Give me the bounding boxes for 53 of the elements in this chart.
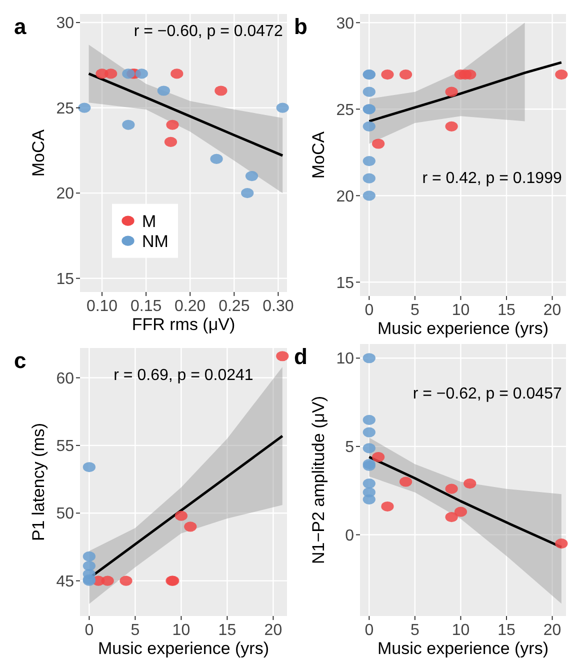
chart-title: b (294, 14, 308, 39)
annotation: r = 0.42, p = 0.1999 (422, 170, 562, 188)
y-tick-label: 5 (345, 439, 354, 456)
x-axis-title: Music experience (yrs) (378, 319, 548, 338)
x-tick-label: 20 (264, 622, 282, 639)
x-tick-label: 5 (410, 302, 420, 319)
annotation: r = 0.69, p = 0.0241 (114, 367, 254, 384)
y-tick-label: 25 (56, 100, 74, 118)
x-tick-label: 0 (84, 622, 94, 639)
y-tick-label: 30 (336, 15, 354, 32)
y-tick-label: 50 (56, 506, 74, 523)
x-tick-label: 15 (218, 622, 236, 639)
x-tick-label: 15 (498, 622, 516, 639)
legend-label: M (142, 212, 156, 231)
x-tick-label: 0.15 (130, 298, 162, 315)
y-tick-label: 55 (56, 438, 74, 456)
x-axis-title: Music experience (yrs) (378, 639, 548, 658)
x-tick-label: 10 (452, 302, 470, 319)
x-tick-label: 5 (130, 622, 140, 639)
x-tick-label: 10 (172, 622, 190, 639)
y-tick-label: 25 (336, 102, 354, 119)
x-axis-title: FFR rms (μV) (132, 315, 236, 334)
y-tick-label: 15 (56, 270, 74, 288)
y-tick-label: 45 (56, 573, 74, 590)
x-tick-label: 0.10 (86, 298, 118, 315)
y-tick-label: 60 (56, 370, 74, 388)
y-tick-label: 0 (345, 527, 354, 544)
x-tick-label: 20 (543, 622, 562, 639)
y-axis-title: N1−P2 amplitude (μV) (309, 396, 328, 564)
x-axis-title: Music experience (yrs) (98, 639, 269, 658)
y-tick-label: 20 (336, 188, 354, 206)
annotation: r = −0.60, p = 0.0472 (134, 23, 283, 40)
x-tick-label: 0.20 (174, 298, 206, 315)
annotation: r = −0.62, p = 0.0457 (412, 385, 562, 402)
x-tick-label: 0 (364, 302, 374, 319)
chart-title: d (294, 344, 308, 369)
x-tick-label: 10 (452, 622, 470, 639)
y-tick-label: 10 (336, 350, 354, 368)
x-tick-label: 20 (543, 302, 562, 319)
y-tick-label: 30 (56, 15, 74, 32)
x-tick-label: 0 (364, 622, 374, 639)
chart-title: c (14, 348, 26, 373)
legend-label: NM (142, 232, 168, 251)
y-tick-label: 20 (56, 186, 74, 203)
y-axis-title: P1 latency (ms) (29, 422, 48, 542)
chart-title: a (14, 14, 27, 39)
x-tick-label: 0.25 (218, 298, 250, 315)
x-tick-label: 0.30 (262, 298, 294, 315)
x-tick-label: 5 (410, 622, 420, 639)
x-tick-label: 15 (498, 302, 516, 319)
y-axis-title: MoCA (309, 130, 328, 179)
y-axis-title: MoCA (29, 128, 48, 177)
y-tick-label: 15 (336, 274, 354, 292)
